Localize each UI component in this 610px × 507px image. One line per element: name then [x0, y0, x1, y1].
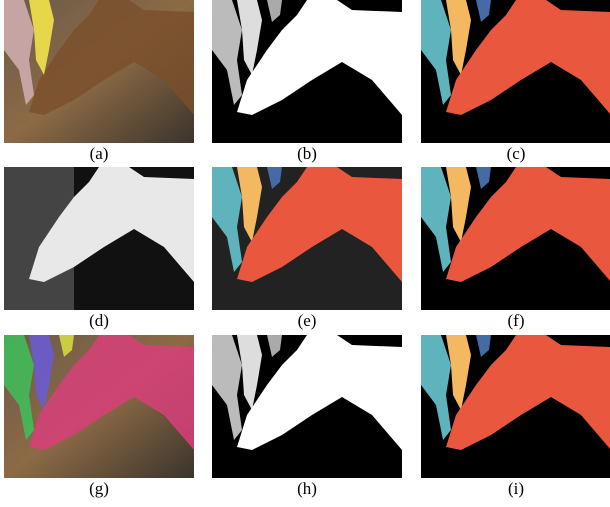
panel-c	[421, 0, 610, 143]
panel-label: (e)	[298, 311, 317, 330]
panel-g	[4, 335, 194, 478]
panel-label: (h)	[297, 479, 317, 498]
panel-b	[212, 0, 402, 143]
panel-label: (b)	[297, 144, 317, 163]
panel-label: (d)	[89, 311, 109, 330]
panel-label: (a)	[90, 144, 109, 163]
panel-e	[212, 167, 402, 310]
panel-d	[4, 167, 194, 310]
panel-f	[421, 167, 610, 310]
panel-h	[212, 335, 402, 478]
panel-label: (f)	[508, 311, 525, 330]
panel-i	[421, 335, 610, 478]
figure: (a) (b) (c) (d) (e) (f) (g) (h) (i)	[0, 0, 610, 502]
panel-a	[4, 0, 194, 143]
panel-label: (i)	[508, 479, 524, 498]
panel-label: (g)	[89, 479, 109, 498]
panel-label: (c)	[507, 144, 526, 163]
